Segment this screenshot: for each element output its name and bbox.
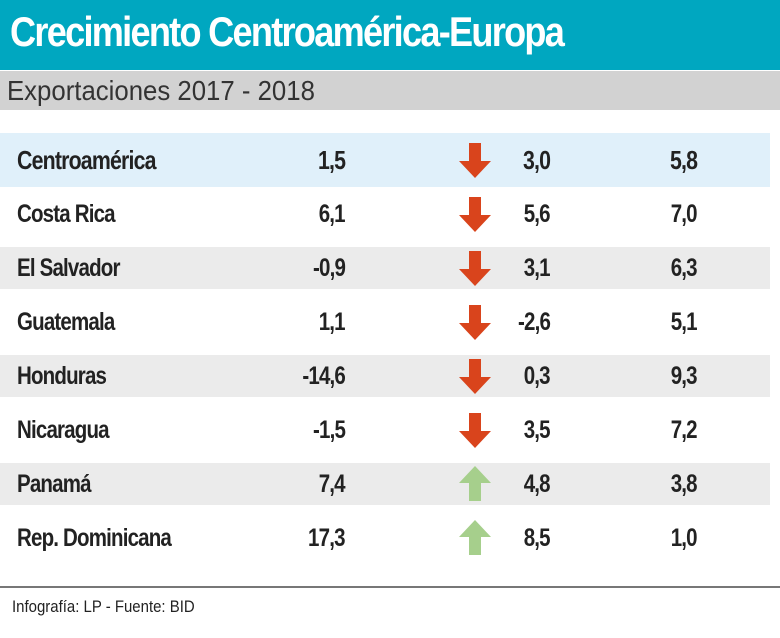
arrow-down-icon <box>459 305 491 340</box>
arrow-down-shape <box>459 305 491 340</box>
arrow-down-shape <box>459 413 491 448</box>
country-name: Panamá <box>17 470 92 498</box>
arrow-down-shape <box>459 251 491 286</box>
value-v3: 6,3 <box>670 254 698 282</box>
arrow-down-icon <box>459 413 491 448</box>
table-row: Honduras -14,6 0,3 9,3 <box>0 355 770 397</box>
value-v3: 1,0 <box>670 524 698 552</box>
value-v1: 7,4 <box>318 470 346 498</box>
value-v2: 4,8 <box>523 470 551 498</box>
country-name: Centroamérica <box>17 145 156 175</box>
country-name: Honduras <box>17 362 107 390</box>
value-v2: 3,5 <box>523 416 551 444</box>
value-v3: 7,2 <box>670 416 698 444</box>
arrow-down-icon <box>459 143 491 178</box>
arrow-up-shape <box>459 466 491 501</box>
table-row: Nicaragua -1,5 3,5 7,2 <box>0 403 770 457</box>
value-v3: 3,8 <box>670 470 698 498</box>
page-title: Crecimiento Centroamérica-Europa <box>10 8 565 55</box>
table-row: Rep. Dominicana 17,3 8,5 1,0 <box>0 511 770 565</box>
country-name: Guatemala <box>17 308 115 336</box>
arrow-down-shape <box>459 359 491 394</box>
value-v1: -1,5 <box>312 416 346 444</box>
table-row: Guatemala 1,1 -2,6 5,1 <box>0 295 770 349</box>
value-v2: -2,6 <box>517 308 551 336</box>
value-v2: 3,0 <box>522 145 551 175</box>
value-v1: 6,1 <box>318 200 346 228</box>
country-name: Costa Rica <box>17 200 116 228</box>
value-v2: 5,6 <box>523 200 551 228</box>
value-v2: 0,3 <box>523 362 551 390</box>
value-v1: -14,6 <box>302 362 345 390</box>
arrow-up-icon <box>459 520 491 555</box>
value-v1: 1,1 <box>318 308 346 336</box>
country-name: El Salvador <box>17 254 120 282</box>
value-v1: 17,3 <box>308 524 345 552</box>
arrow-down-icon <box>459 359 491 394</box>
arrow-down-shape <box>459 143 491 178</box>
subtitle-bar: Exportaciones 2017 - 2018 <box>0 71 780 110</box>
value-v2: 3,1 <box>523 254 551 282</box>
arrow-up-icon <box>459 466 491 501</box>
table-row: Costa Rica 6,1 5,6 7,0 <box>0 187 770 241</box>
arrow-up-shape <box>459 520 491 555</box>
footer-credit: Infografía: LP - Fuente: BID <box>12 597 195 616</box>
country-name: Rep. Dominicana <box>17 524 172 552</box>
value-v1: 1,5 <box>317 145 346 175</box>
divider <box>0 586 780 588</box>
arrow-down-icon <box>459 197 491 232</box>
value-v1: -0,9 <box>312 254 346 282</box>
country-name: Nicaragua <box>17 416 110 444</box>
table-row-total: Centroamérica 1,5 3,0 5,8 <box>0 133 770 187</box>
value-v3: 5,1 <box>670 308 698 336</box>
value-v3: 7,0 <box>670 200 698 228</box>
value-v2: 8,5 <box>523 524 551 552</box>
table-row: Panamá 7,4 4,8 3,8 <box>0 463 770 505</box>
arrow-down-icon <box>459 251 491 286</box>
arrow-down-shape <box>459 197 491 232</box>
table-row: El Salvador -0,9 3,1 6,3 <box>0 247 770 289</box>
page-subtitle: Exportaciones 2017 - 2018 <box>7 75 315 106</box>
value-v3: 9,3 <box>670 362 698 390</box>
value-v3: 5,8 <box>669 145 698 175</box>
title-bar: Crecimiento Centroamérica-Europa <box>0 0 780 70</box>
